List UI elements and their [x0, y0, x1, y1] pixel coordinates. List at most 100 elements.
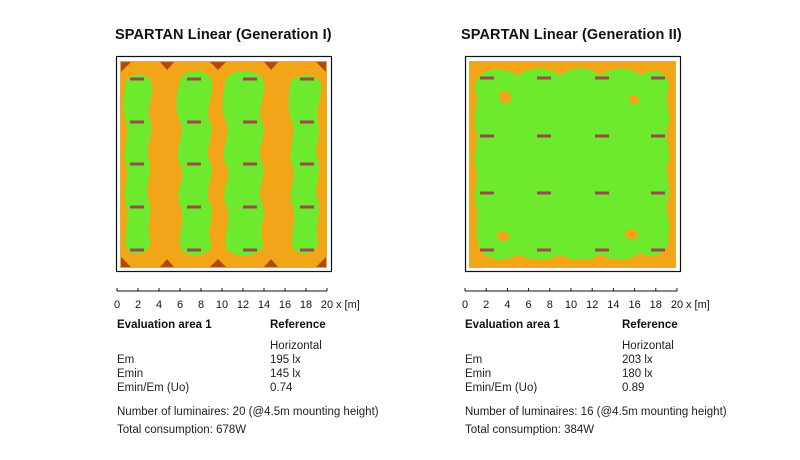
- luminaire-count: Number of luminaires: 16 (@4.5m mounting…: [465, 406, 727, 418]
- axis-tick-label: 12: [237, 299, 249, 311]
- axis-tick-label: 20: [671, 299, 683, 311]
- dark-wedge: [264, 259, 278, 267]
- luminaire-marker: [243, 162, 257, 166]
- luminaire-marker: [187, 205, 201, 209]
- dark-wedge: [264, 62, 278, 70]
- luminaire-marker: [187, 120, 201, 124]
- axis-tick-label: 14: [258, 299, 270, 311]
- panel-title: SPARTAN Linear (Generation II): [461, 27, 682, 43]
- luminaire-marker: [595, 134, 609, 138]
- metric-value: 203 lx: [622, 354, 653, 366]
- luminaire-grid: [130, 77, 314, 252]
- metric-label: Emin/Em (Uo): [465, 382, 538, 394]
- axis-tick-label: 16: [279, 299, 291, 311]
- luminaire-marker: [300, 77, 314, 81]
- axis-tick-label: 16: [628, 299, 640, 311]
- luminaire-marker: [651, 134, 665, 138]
- axis-tick-label: 10: [565, 299, 577, 311]
- metric-value: 180 lx: [622, 368, 653, 380]
- luminaire-marker: [130, 120, 144, 124]
- axis-tick-label: 20: [321, 299, 333, 311]
- luminaire-marker: [537, 191, 551, 195]
- illuminance-plot-gen2: 0 2 4 6 8 10 12 14 16 18 20 x [m]: [462, 55, 710, 311]
- panel-title: SPARTAN Linear (Generation I): [115, 27, 332, 43]
- luminaire-marker: [130, 248, 144, 252]
- metric-value: 0.89: [622, 382, 645, 394]
- axis-tick-label: 4: [504, 299, 510, 311]
- luminaire-marker: [187, 77, 201, 81]
- reference-label: Reference: [270, 319, 326, 331]
- axis-tick-label: 12: [586, 299, 598, 311]
- green-area: [474, 68, 670, 260]
- luminaire-marker: [300, 248, 314, 252]
- metric-value: 195 lx: [270, 354, 301, 366]
- dark-wedge: [210, 259, 226, 267]
- axis-tick-label: 8: [198, 299, 204, 311]
- luminaire-marker: [130, 205, 144, 209]
- luminaire-marker: [480, 76, 494, 80]
- luminaire-marker: [187, 248, 201, 252]
- axis-tick-label: 18: [650, 299, 662, 311]
- axis-tick-label: 18: [300, 299, 312, 311]
- axis-tick-label: 14: [607, 299, 619, 311]
- luminaire-marker: [651, 191, 665, 195]
- dark-wedge: [160, 62, 174, 70]
- panel-generation-1: SPARTAN Linear (Generation I) 0 2 4 6 8 10 12 1…: [0, 0, 380, 460]
- axis-tick-label: 4: [156, 299, 162, 311]
- low-light-patches: [496, 90, 639, 242]
- reference-value: Horizontal: [270, 340, 322, 352]
- metric-label: Em: [117, 354, 135, 366]
- axis-tick-label: 6: [177, 299, 183, 311]
- luminaire-marker: [537, 248, 551, 252]
- metric-label: Emin: [465, 368, 492, 380]
- dark-corner: [121, 62, 131, 72]
- luminaire-marker: [595, 248, 609, 252]
- luminaire-marker: [187, 162, 201, 166]
- total-consumption: Total consumption: 678W: [117, 424, 247, 436]
- metric-label: Emin/Em (Uo): [117, 382, 190, 394]
- luminaire-marker: [537, 134, 551, 138]
- axis-tick-label: 10: [216, 299, 228, 311]
- luminaire-marker: [651, 248, 665, 252]
- luminaire-marker: [480, 134, 494, 138]
- luminaire-marker: [595, 191, 609, 195]
- axis-tick-label: 0: [114, 299, 120, 311]
- metric-label: Emin: [117, 368, 144, 380]
- luminaire-marker: [300, 120, 314, 124]
- luminaire-marker: [130, 77, 144, 81]
- luminaire-marker: [480, 191, 494, 195]
- illuminance-plot-gen1: 0 2 4 6 8 10 12 14 16 18 20 x [m]: [114, 55, 360, 311]
- luminaire-marker: [595, 76, 609, 80]
- luminaire-marker: [300, 162, 314, 166]
- axis-tick-label: 2: [483, 299, 489, 311]
- panel-generation-2: SPARTAN Linear (Generation II) 0 2 4 6 8 10 12…: [350, 0, 730, 460]
- dark-corner: [121, 257, 131, 267]
- axis-tick-label: 0: [462, 299, 468, 311]
- metric-label: Em: [465, 354, 483, 366]
- luminaire-marker: [243, 120, 257, 124]
- luminaire-marker: [480, 248, 494, 252]
- x-axis: 0 2 4 6 8 10 12 14 16 18 20 x [m]: [114, 288, 360, 311]
- luminaire-marker: [300, 205, 314, 209]
- luminaire-grid: [480, 76, 665, 252]
- axis-unit-label: x [m]: [336, 299, 360, 311]
- luminaire-marker: [130, 162, 144, 166]
- x-axis: 0 2 4 6 8 10 12 14 16 18 20 x [m]: [462, 288, 710, 311]
- reference-value: Horizontal: [622, 340, 674, 352]
- evaluation-area-label: Evaluation area 1: [117, 319, 212, 331]
- total-consumption: Total consumption: 384W: [465, 424, 595, 436]
- luminaire-marker: [243, 248, 257, 252]
- luminaire-marker: [243, 205, 257, 209]
- metric-value: 0.74: [270, 382, 293, 394]
- luminaire-count: Number of luminaires: 20 (@4.5m mounting…: [117, 406, 379, 418]
- axis-tick-label: 6: [526, 299, 532, 311]
- dark-corner: [316, 257, 326, 267]
- dark-corner: [316, 62, 326, 72]
- luminaire-marker: [243, 77, 257, 81]
- dark-wedge: [160, 259, 174, 267]
- axis-unit-label: x [m]: [686, 299, 710, 311]
- dark-wedge: [210, 62, 226, 70]
- evaluation-area-label: Evaluation area 1: [465, 319, 560, 331]
- reference-label: Reference: [622, 319, 678, 331]
- luminaire-marker: [537, 76, 551, 80]
